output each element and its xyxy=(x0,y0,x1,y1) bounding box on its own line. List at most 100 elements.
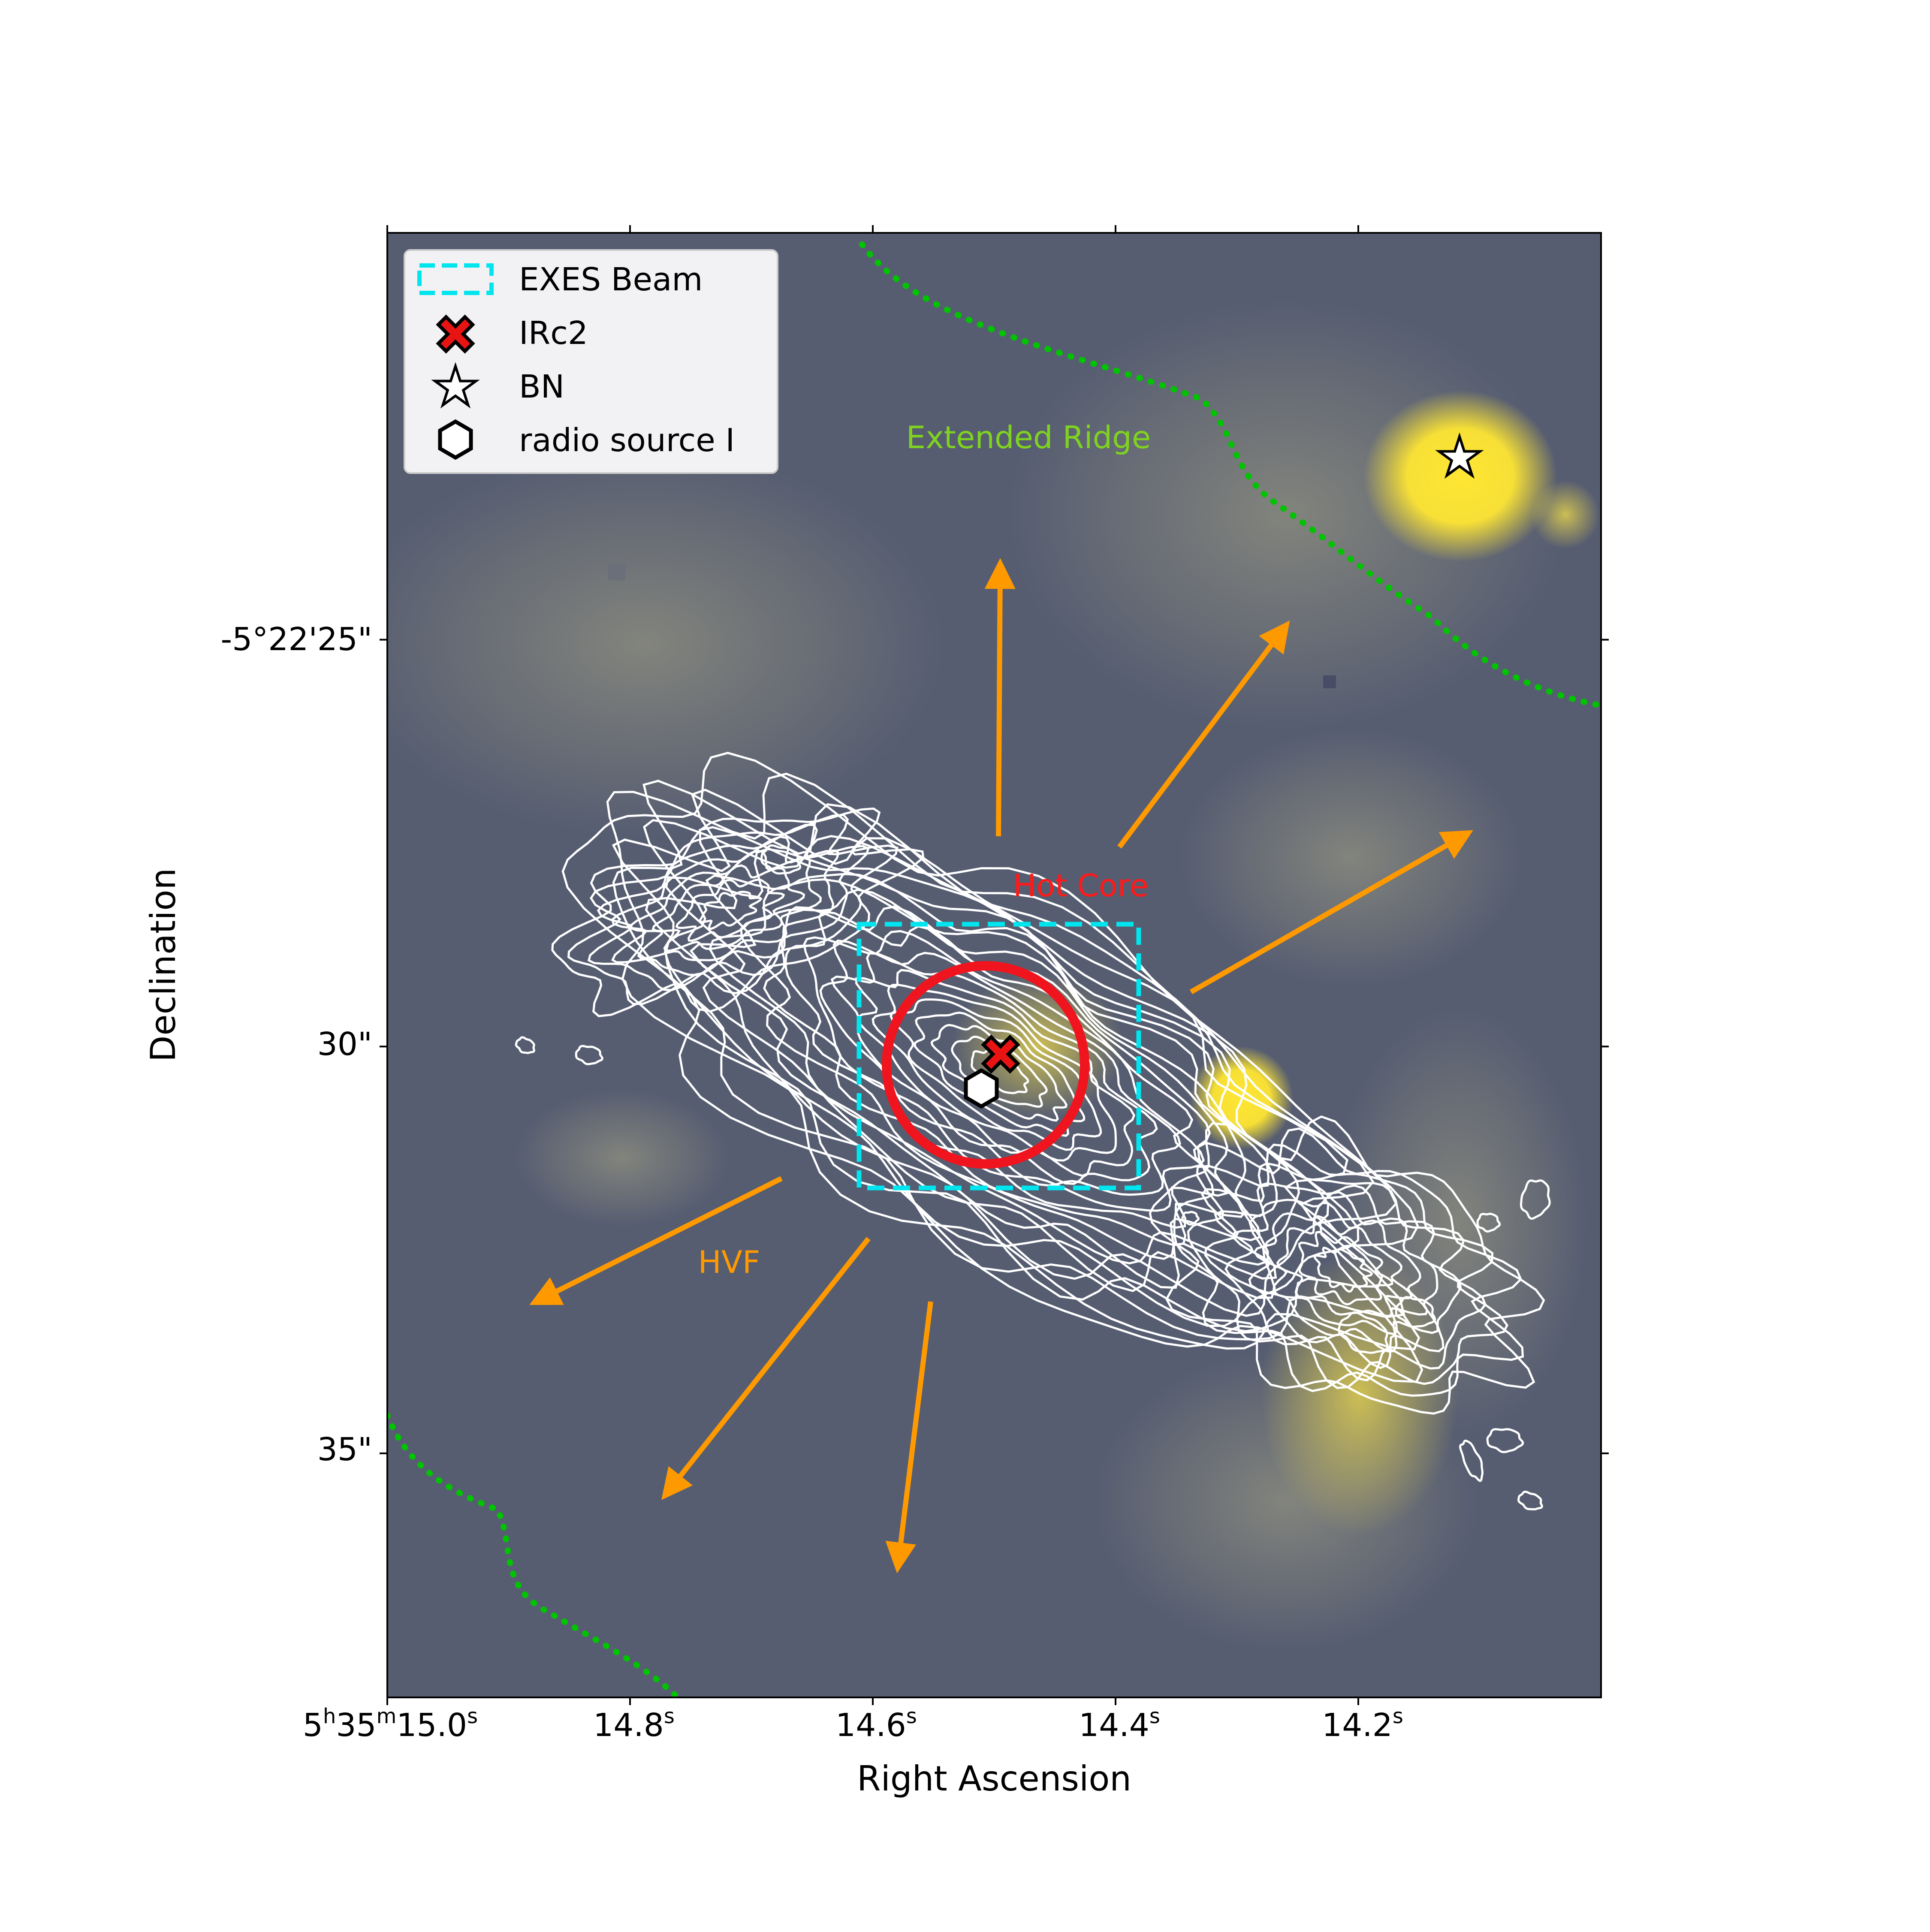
contour-line xyxy=(760,844,802,875)
x-tick-unit-s: s xyxy=(906,1704,917,1728)
contour-line xyxy=(1201,1162,1487,1382)
outflow-arrow xyxy=(661,1237,871,1500)
contour-line xyxy=(1181,1211,1200,1226)
outflow-arrow xyxy=(529,1176,783,1305)
legend-label-bn: BN xyxy=(519,368,564,405)
x-axis-label: Right Ascension xyxy=(857,1759,1131,1799)
outflow-arrows xyxy=(529,558,1473,1573)
contour-line xyxy=(612,789,1384,1332)
x-tick-label-seconds: 14.8 xyxy=(593,1707,664,1744)
outflow-arrow xyxy=(1117,620,1290,849)
ridge-boundary-layer xyxy=(387,241,1601,1697)
contour-line xyxy=(1517,1490,1543,1510)
x-tick-unit-m: m xyxy=(377,1704,397,1728)
contour-line xyxy=(1173,1127,1524,1397)
contour-line xyxy=(914,1011,1086,1137)
contour-line xyxy=(587,823,870,992)
contour-line xyxy=(1459,1439,1484,1482)
x-tick-label: 14.2s xyxy=(1322,1704,1403,1744)
axes-frame xyxy=(386,232,1602,1698)
legend-label-exes-beam: EXES Beam xyxy=(519,261,703,298)
bright-emission xyxy=(1531,480,1600,549)
contour-line xyxy=(784,910,1229,1229)
contour-line xyxy=(645,826,1330,1317)
legend-bn-star-marker xyxy=(431,362,480,409)
x-tick-unit-s: s xyxy=(1149,1704,1160,1728)
legend-exes-beam-swatch xyxy=(417,263,494,295)
x-tick-unit-s: s xyxy=(664,1704,675,1728)
x-tick-label-hours: 5 xyxy=(303,1707,323,1744)
contour-line xyxy=(561,752,1423,1383)
contour-line xyxy=(1486,1428,1524,1453)
legend: EXES Beam IRc2 BN radio source I xyxy=(404,249,778,474)
x-tick-unit-h: h xyxy=(323,1704,336,1728)
axis-ticks xyxy=(380,225,1609,1705)
legend-label-irc2: IRc2 xyxy=(519,315,588,352)
contour-line xyxy=(699,890,763,930)
contour-line xyxy=(515,1036,535,1054)
outflow-arrow xyxy=(1190,830,1473,995)
outflow-arrow xyxy=(885,1301,933,1573)
hvf-label: HVF xyxy=(698,1244,760,1280)
contour-line xyxy=(1214,1182,1462,1369)
irc2-marker xyxy=(981,1034,1020,1074)
contour-line xyxy=(1298,1230,1393,1306)
contour-line xyxy=(1253,1202,1429,1335)
contour-line xyxy=(930,1024,1068,1122)
bright-emission xyxy=(1364,390,1557,562)
contour-line xyxy=(1395,1296,1436,1328)
contour-line xyxy=(830,952,1158,1185)
contour-line xyxy=(1149,1115,1545,1415)
y-axis-label: Declination xyxy=(143,868,183,1062)
outflow-arrow xyxy=(984,558,1016,837)
x-tick-unit-s: s xyxy=(1393,1704,1403,1728)
contour-line xyxy=(1338,1311,1389,1354)
x-tick-label: 14.8s xyxy=(593,1704,675,1744)
legend-label-radio-source-i: radio source I xyxy=(519,422,735,459)
contour-line xyxy=(1313,1247,1373,1293)
contour-line xyxy=(567,814,899,1005)
x-tick-label-seconds: 14.2 xyxy=(1322,1707,1393,1744)
hot-core-label: Hot Core xyxy=(1013,868,1149,904)
contour-line xyxy=(606,772,1420,1350)
legend-radio-source-i-marker xyxy=(438,419,473,460)
contour-line xyxy=(651,864,805,952)
x-tick-unit-s: s xyxy=(467,1704,478,1728)
contour-line xyxy=(611,835,840,976)
extended-ridge-label: Extended Ridge xyxy=(906,419,1151,455)
exes-beam-box xyxy=(856,922,1141,1191)
x-tick-label: 14.6s xyxy=(835,1704,917,1744)
ridge-boundary-upper xyxy=(859,241,1601,708)
contour-line xyxy=(1232,1191,1439,1353)
ridge-boundary-lower xyxy=(387,1412,681,1697)
contour-line xyxy=(1476,1212,1501,1233)
legend-irc2-marker xyxy=(436,314,475,354)
diffuse-emission xyxy=(515,1089,729,1227)
x-tick-label: 14.4s xyxy=(1079,1704,1160,1744)
y-tick-label: 35" xyxy=(317,1431,372,1468)
contour-line xyxy=(1520,1179,1551,1220)
contour-line xyxy=(575,1045,603,1065)
contour-line xyxy=(971,1049,1029,1094)
x-tick-label-seconds: 14.4 xyxy=(1079,1707,1149,1744)
dark-pixel xyxy=(608,563,625,580)
hot-core-circle xyxy=(882,961,1089,1169)
contour-line xyxy=(551,807,925,1018)
diffuse-emission xyxy=(1179,729,1523,986)
contour-line xyxy=(951,1035,1048,1108)
x-tick-label-seconds: 15.0 xyxy=(396,1707,467,1744)
bn-star-marker xyxy=(1435,432,1484,479)
y-tick-label: 30" xyxy=(317,1026,372,1063)
contour-line xyxy=(803,930,1205,1212)
dark-pixel xyxy=(1323,675,1336,688)
contour-line xyxy=(675,878,785,942)
x-tick-label: 5h35m15.0s xyxy=(303,1704,478,1744)
x-tick-label-minutes: 35 xyxy=(336,1707,376,1744)
x-tick-label-seconds: 14.6 xyxy=(835,1707,906,1744)
radio-source-i-marker xyxy=(964,1068,999,1109)
contour-line xyxy=(709,878,1269,1266)
diffuse-emission xyxy=(387,450,944,836)
y-tick-label: -5°22'25" xyxy=(221,621,373,658)
